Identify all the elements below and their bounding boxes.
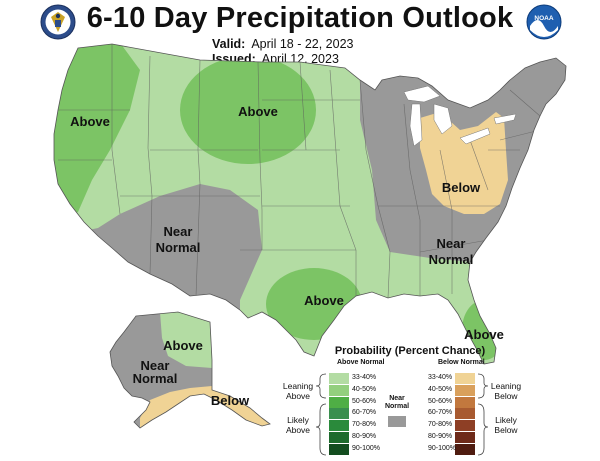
legend-above-swatch bbox=[329, 396, 349, 408]
commerce-seal-icon bbox=[40, 4, 76, 40]
legend-below-swatch bbox=[455, 396, 475, 408]
legend-near-label: Near Normal bbox=[382, 395, 412, 411]
label-above-alaska: Above bbox=[163, 338, 203, 353]
legend-above-swatch bbox=[329, 373, 349, 384]
label-above-northwest: Above bbox=[70, 114, 110, 129]
legend-likely-above-1: Likely bbox=[287, 415, 309, 425]
leaning-above-west-region bbox=[54, 44, 500, 364]
legend-below-range-label: 60-70% bbox=[428, 409, 453, 417]
label-above-florida: Above bbox=[464, 327, 504, 342]
legend-likely-above: Likely Above bbox=[278, 415, 318, 435]
legend-above-swatch bbox=[329, 443, 349, 455]
label-near-southwest-2: Normal bbox=[156, 240, 201, 255]
legend-above-range-label: 70-80% bbox=[352, 421, 377, 429]
lake-superior bbox=[403, 85, 441, 103]
label-near-southwest-1: Near bbox=[164, 224, 193, 239]
legend-near-label-1: Near bbox=[389, 395, 405, 402]
label-near-southeast-2: Normal bbox=[429, 252, 474, 267]
legend-below-range-label: 70-80% bbox=[428, 421, 453, 429]
alaska-map bbox=[110, 312, 270, 428]
legend-below-swatch bbox=[455, 432, 475, 443]
likely-above-northwest bbox=[54, 44, 140, 230]
legend-below-swatch bbox=[455, 420, 475, 432]
legend-leaning-above-1: Leaning bbox=[282, 381, 314, 391]
lake-erie bbox=[459, 127, 491, 145]
page-title: 6-10 Day Precipitation Outlook bbox=[86, 2, 514, 34]
label-below-great-lakes: Below bbox=[442, 180, 481, 195]
legend-leaning-above-2: Above bbox=[285, 391, 311, 401]
legend-leaning-above: Leaning Above bbox=[278, 381, 318, 401]
legend-near-swatch bbox=[388, 416, 406, 427]
valid-value: April 18 - 22, 2023 bbox=[251, 37, 354, 51]
legend-above-swatch bbox=[329, 384, 349, 396]
lake-ontario bbox=[493, 113, 517, 125]
legend-below-swatch bbox=[455, 373, 475, 384]
label-near-alaska-2: Normal bbox=[133, 371, 178, 386]
legend-leaning-below-1: Leaning bbox=[490, 381, 522, 391]
legend-above-swatch bbox=[329, 432, 349, 443]
label-above-texas: Above bbox=[304, 293, 344, 308]
legend-below-range-label: 33-40% bbox=[428, 374, 453, 381]
state-boundaries bbox=[58, 44, 541, 299]
legend-above-range-label: 33-40% bbox=[352, 374, 377, 381]
legend-above-range-label: 80-90% bbox=[352, 433, 377, 440]
legend-below-range-label: 90-100% bbox=[428, 444, 457, 452]
valid-label: Valid: bbox=[212, 37, 246, 51]
great-lakes bbox=[403, 85, 517, 147]
label-below-alaska: Below bbox=[211, 393, 250, 408]
legend-title: Probability (Percent Chance) bbox=[334, 345, 486, 357]
legend-likely-below-2: Below bbox=[494, 425, 518, 435]
legend-leaning-below: Leaning Below bbox=[484, 381, 528, 401]
svg-text:NOAA: NOAA bbox=[534, 15, 553, 22]
legend-above-range-label: 90-100% bbox=[352, 444, 381, 452]
legend-above-header: Above Normal bbox=[337, 359, 385, 366]
alaska-outline bbox=[109, 311, 271, 429]
legend-below-range-label: 80-90% bbox=[428, 433, 453, 440]
leaning-below-great-lakes bbox=[420, 112, 508, 214]
legend-leaning-below-2: Below bbox=[494, 391, 518, 401]
legend-above-swatch bbox=[329, 420, 349, 432]
label-near-southeast-1: Near bbox=[437, 236, 466, 251]
legend-likely-below-1: Likely bbox=[495, 415, 517, 425]
lake-huron bbox=[433, 103, 453, 135]
legend-below-swatch bbox=[455, 384, 475, 396]
noaa-logo-icon: NOAA bbox=[526, 4, 562, 40]
likely-above-north-plains bbox=[180, 56, 316, 164]
legend-above-range-label: 50-60% bbox=[352, 397, 377, 405]
legend-below-range-label: 40-50% bbox=[428, 385, 453, 393]
legend-below-range-label: 50-60% bbox=[428, 397, 453, 405]
legend-below-header: Below Normal bbox=[438, 359, 485, 366]
label-above-north-plains: Above bbox=[238, 104, 278, 119]
legend-below-swatch bbox=[455, 443, 475, 455]
label-near-alaska-1: Near bbox=[141, 358, 170, 373]
legend-below-swatch bbox=[455, 408, 475, 420]
legend-above-range-label: 40-50% bbox=[352, 385, 377, 393]
legend-above-range-label: 60-70% bbox=[352, 409, 377, 417]
legend-above-swatch bbox=[329, 408, 349, 420]
alaska-leaning-above bbox=[160, 312, 212, 368]
legend-likely-below: Likely Below bbox=[484, 415, 528, 435]
legend-likely-above-2: Above bbox=[285, 425, 311, 435]
lake-michigan bbox=[409, 103, 423, 147]
legend-near-label-2: Normal bbox=[384, 403, 410, 410]
conus-outline bbox=[53, 43, 567, 365]
